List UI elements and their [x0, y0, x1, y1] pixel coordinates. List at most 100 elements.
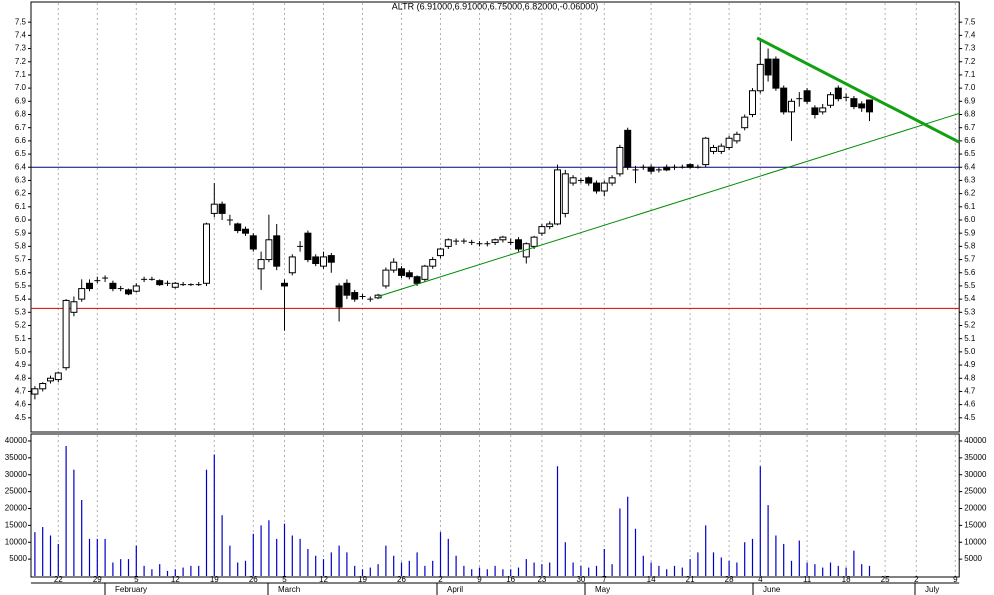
y-tick-label: 6.4 — [964, 162, 976, 171]
month-label: February — [115, 585, 147, 594]
candle-body — [86, 282, 93, 290]
volume-tick-label: 5000 — [964, 554, 982, 563]
y-tick-label: 7.4 — [15, 30, 27, 39]
y-tick-label: 4.7 — [964, 387, 976, 396]
volume-bar — [775, 535, 777, 576]
volume-bar — [190, 565, 192, 576]
volume-bar — [783, 543, 785, 576]
y-tick-label: 5.5 — [15, 281, 27, 290]
candle-body — [320, 256, 327, 267]
candle-body — [405, 272, 413, 278]
volume-bar — [198, 565, 200, 576]
chart-title: ALTR (6.91000,6.91000,6.75000,6.82000,-0… — [392, 1, 599, 11]
candle-body — [850, 98, 858, 108]
volume-bar — [525, 559, 527, 576]
volume-bar — [221, 515, 223, 576]
candle-body — [444, 239, 452, 247]
candle-body — [616, 146, 624, 175]
volume-tick-label: 20000 — [964, 504, 987, 513]
candle-body — [304, 232, 312, 261]
x-tick-label: 19 — [358, 575, 367, 584]
volume-bar — [315, 555, 317, 576]
volume-bar — [104, 538, 106, 576]
y-tick-label: 5.8 — [15, 241, 27, 250]
volume-bar — [416, 552, 418, 576]
volume-bar — [120, 559, 122, 576]
candle-body — [717, 145, 725, 152]
candle-body — [803, 90, 811, 102]
volume-bar — [564, 542, 566, 576]
volume-bar — [439, 532, 442, 576]
y-tick-label: 7.4 — [964, 30, 976, 39]
volume-bar — [361, 569, 364, 576]
y-tick-label: 5.8 — [964, 241, 976, 250]
trend-line — [377, 112, 961, 297]
volume-bar — [658, 565, 660, 576]
volume-tick-label: 25000 — [964, 487, 987, 496]
candle-body — [429, 259, 437, 267]
candle-body — [811, 107, 819, 115]
candle-body — [171, 282, 179, 288]
y-tick-label: 7.2 — [15, 57, 27, 66]
candle-body — [538, 226, 546, 234]
volume-tick-label: 10000 — [5, 537, 28, 546]
y-tick-label: 5.1 — [964, 334, 976, 343]
candle-body — [764, 58, 772, 76]
volume-bar — [642, 555, 644, 576]
volume-tick-label: 15000 — [964, 520, 987, 529]
volume-bar — [127, 559, 130, 576]
x-tick-label: 12 — [171, 575, 180, 584]
volume-bar — [213, 454, 215, 576]
volume-bar — [666, 569, 668, 576]
y-tick-label: 4.5 — [15, 413, 27, 422]
y-tick-label: 6.9 — [15, 96, 27, 105]
y-tick-label: 6.2 — [964, 189, 976, 198]
candle-body — [210, 203, 218, 214]
x-tick-label: 11 — [803, 575, 812, 584]
volume-bar — [494, 565, 496, 576]
y-tick-label: 5.3 — [15, 307, 27, 316]
volume-bar — [151, 569, 153, 576]
candle-body — [132, 285, 140, 292]
candle-body — [109, 282, 117, 290]
y-tick-label: 7.0 — [15, 83, 27, 92]
y-tick-label: 4.9 — [964, 360, 976, 369]
x-tick-label: 2 — [914, 575, 919, 584]
candle-body — [663, 166, 671, 171]
y-tick-label: 6.4 — [15, 162, 27, 171]
volume-bar — [143, 565, 145, 576]
x-tick-label: 9 — [477, 575, 482, 584]
volume-bar — [517, 567, 520, 576]
volume-bar — [790, 560, 793, 576]
volume-bar — [166, 570, 169, 576]
volume-bar — [463, 565, 465, 576]
volume-bar — [767, 505, 769, 576]
candle-body — [561, 173, 569, 214]
x-tick-label: 22 — [54, 575, 63, 584]
candle-body — [585, 177, 593, 184]
volume-bar — [400, 562, 403, 576]
volume-bar — [611, 564, 613, 576]
volume-bar — [759, 466, 761, 576]
volume-tick-label: 20000 — [5, 504, 28, 513]
volume-bar — [338, 545, 340, 576]
y-tick-label: 4.8 — [964, 373, 976, 382]
month-label: March — [278, 585, 300, 594]
x-tick-label: 4 — [758, 575, 763, 584]
candle-body — [281, 282, 288, 287]
candle-body — [569, 177, 577, 184]
volume-bar — [705, 525, 707, 576]
y-tick-label: 6.8 — [964, 110, 976, 119]
volume-bar — [385, 545, 387, 576]
volume-tick-label: 40000 — [964, 436, 987, 445]
candle-body — [780, 87, 788, 113]
y-tick-label: 7.5 — [15, 17, 27, 26]
volume-bar — [252, 533, 254, 576]
candle-body — [491, 239, 499, 243]
volume-bar — [595, 565, 598, 576]
candle-body — [756, 63, 764, 92]
volume-bar — [96, 538, 98, 576]
candle-body — [725, 137, 733, 148]
volume-bar — [689, 559, 691, 576]
volume-bar — [159, 564, 161, 576]
